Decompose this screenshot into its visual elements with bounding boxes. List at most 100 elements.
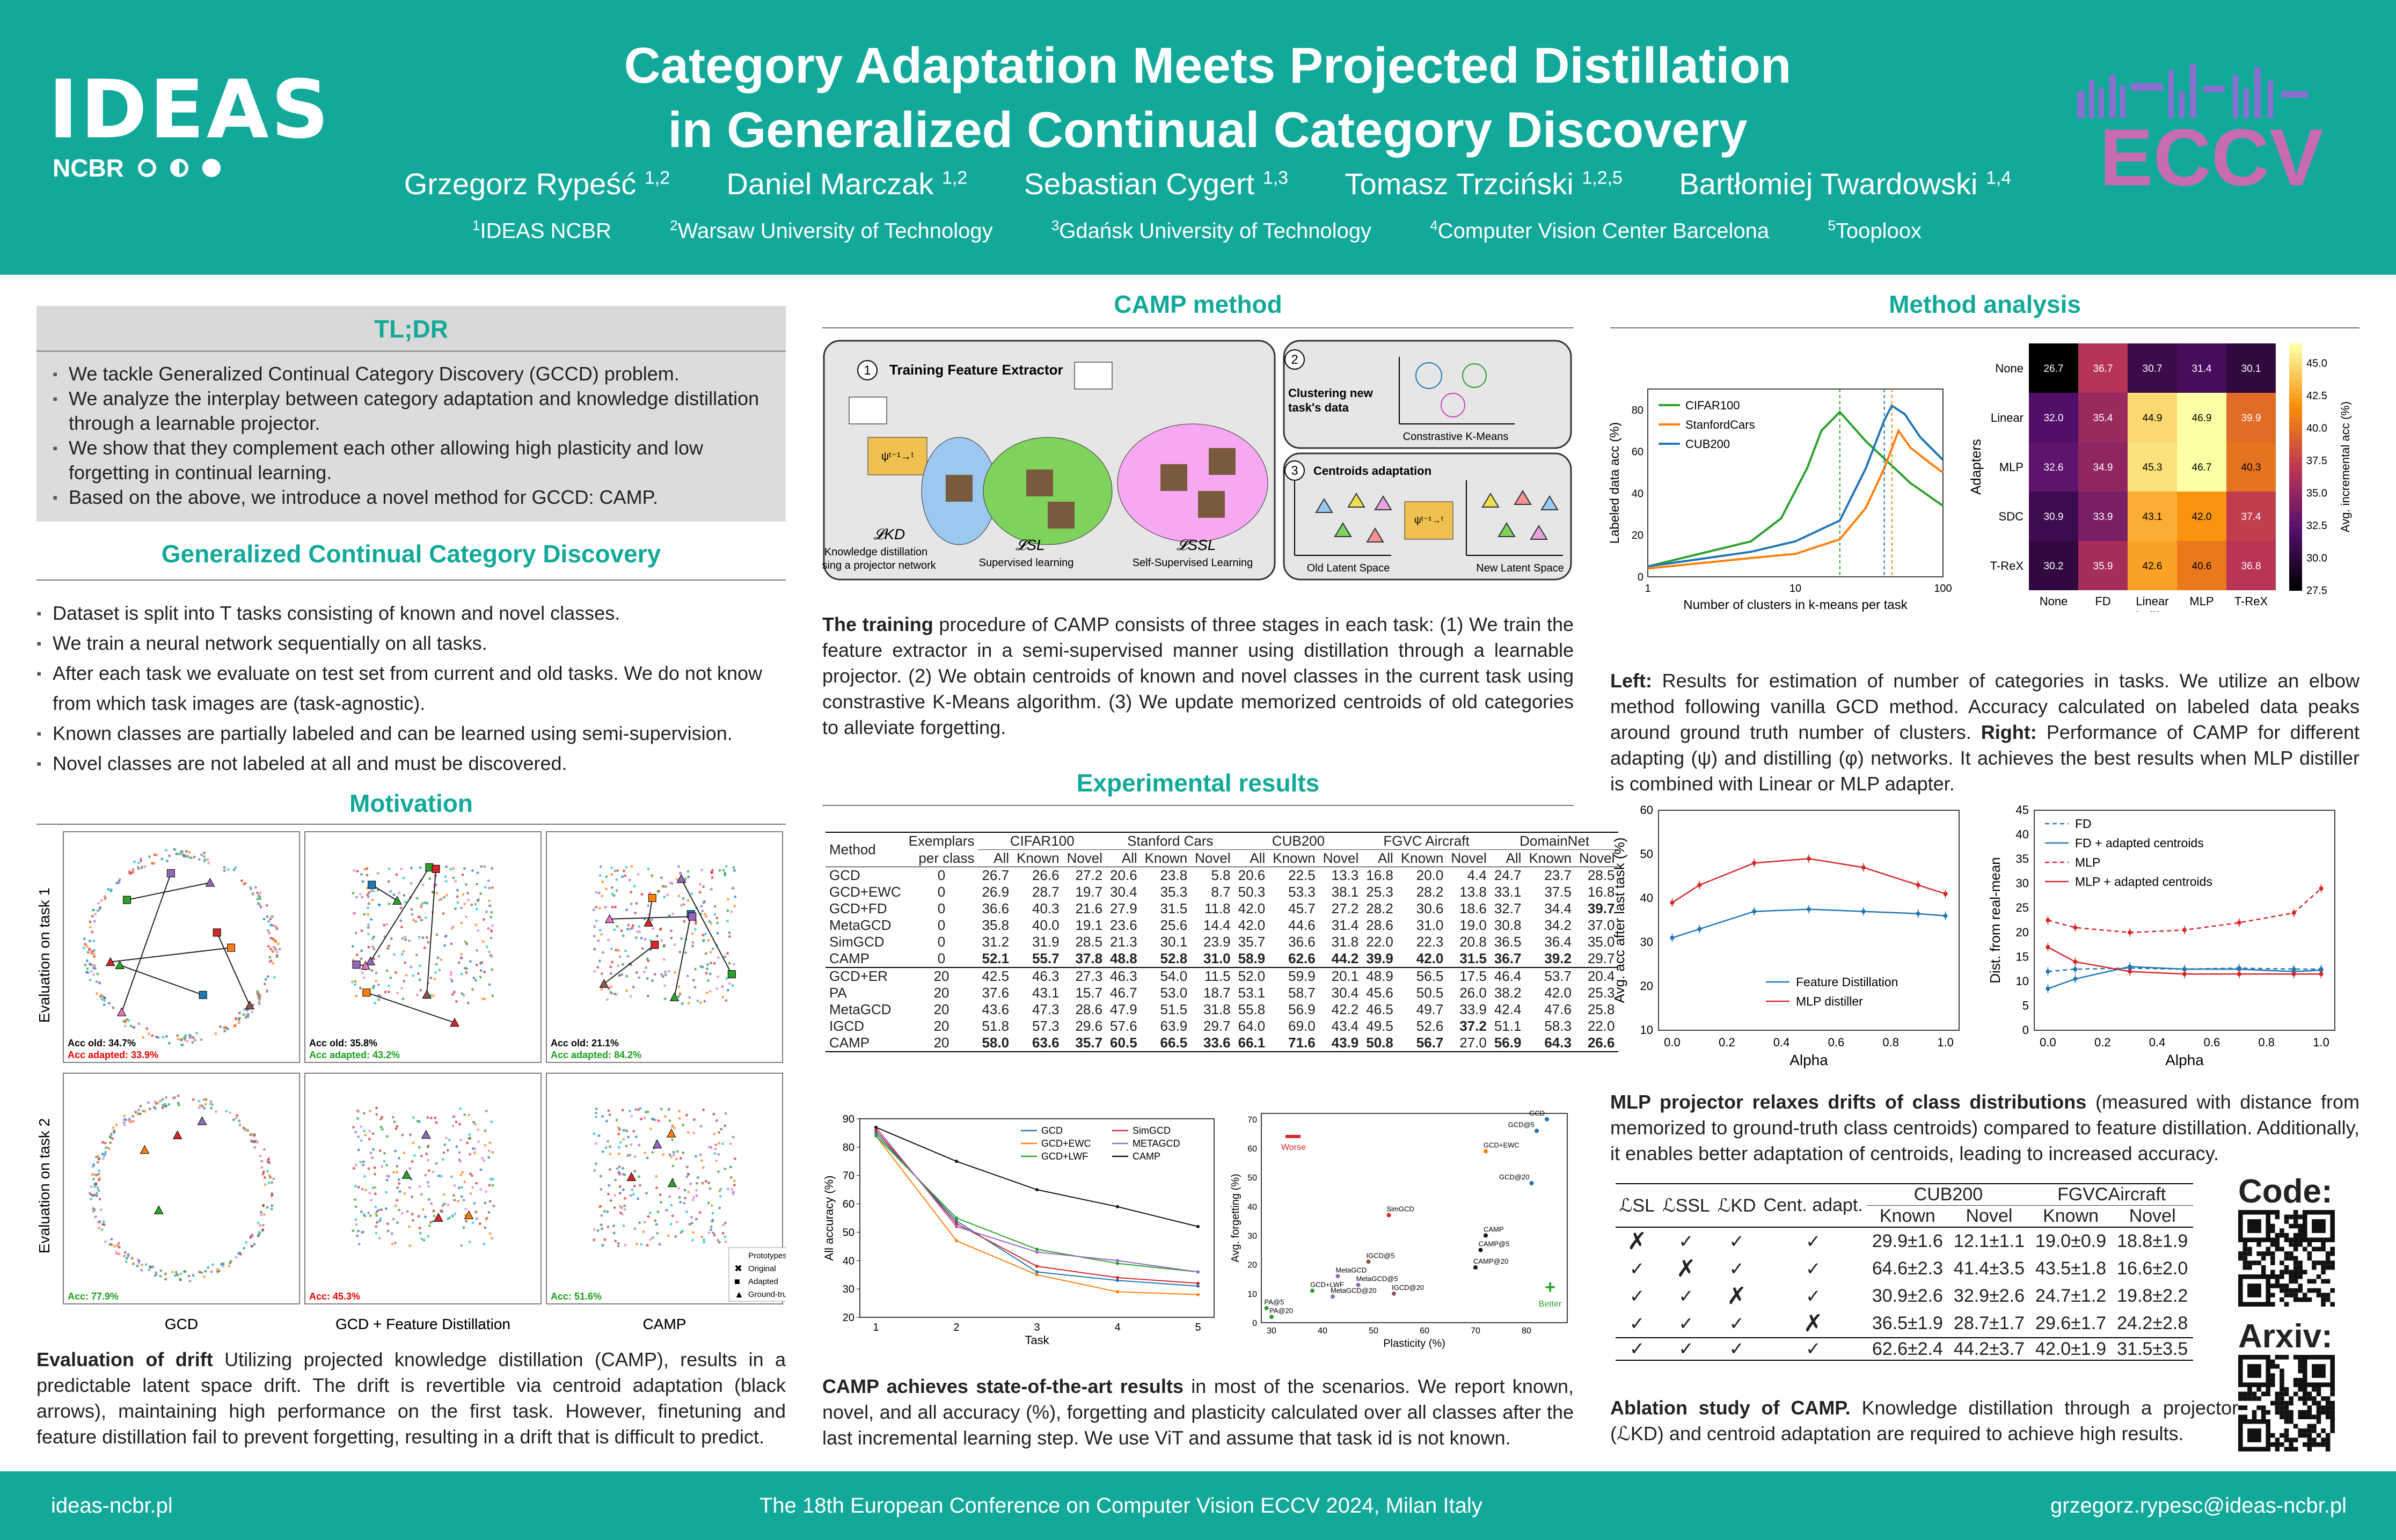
qr-module [2321, 1242, 2326, 1247]
latent-point [259, 1213, 262, 1216]
latent-point [148, 1108, 151, 1111]
latent-point [96, 972, 99, 976]
latent-point [672, 1150, 675, 1154]
latent-point [489, 954, 492, 957]
colorbar-segment [2289, 472, 2302, 478]
latent-point [99, 1208, 103, 1212]
latent-point [203, 851, 206, 854]
qr-module [2275, 1274, 2280, 1279]
colorbar-tick: 35.0 [2306, 487, 2327, 499]
latent-point [164, 1096, 167, 1099]
y-tick-label: 80 [1632, 405, 1643, 416]
qr-module [2293, 1438, 2298, 1442]
latent-point [453, 1199, 456, 1202]
qr-module [2298, 1364, 2303, 1369]
latent-point [155, 853, 158, 856]
qr-module [2293, 1382, 2298, 1387]
latent-point [683, 1189, 686, 1192]
latent-point [678, 950, 682, 954]
latent-point [271, 1192, 274, 1196]
latent-point [638, 976, 641, 979]
adaptation-arrow [681, 878, 733, 975]
colorbar-segment [2289, 427, 2302, 433]
latent-point [411, 1160, 414, 1163]
latent-point [457, 1200, 460, 1203]
stage2-box [1283, 340, 1572, 449]
latent-point [649, 1127, 652, 1131]
value-cell: 30.8 [1494, 917, 1522, 933]
latent-point [642, 1230, 645, 1233]
arxiv-qr-icon[interactable] [2238, 1355, 2335, 1451]
qr-module [2316, 1410, 2321, 1415]
latent-point [251, 1140, 254, 1143]
latent-point [269, 948, 273, 951]
qr-module [2284, 1391, 2289, 1397]
value-cell: 69.0 [1288, 1018, 1316, 1034]
qr-finder-center [2247, 1219, 2261, 1233]
logo-main-text: IDEAS [48, 63, 331, 157]
latent-point [367, 913, 370, 916]
qr-module [2330, 1246, 2335, 1252]
latent-point [669, 881, 672, 884]
footer-email-link[interactable]: grzegorz.rypesc@ideas-ncbr.pl [2050, 1494, 2347, 1517]
qr-module [2256, 1387, 2261, 1392]
scatter-point [1310, 1288, 1314, 1293]
y-tick-label: 30 [1247, 1232, 1257, 1241]
latent-point [153, 853, 156, 856]
colorbar-segment [2289, 560, 2302, 566]
cell-value: 30.2 [2044, 561, 2064, 572]
x-tick-label: 0.8 [2258, 1036, 2275, 1049]
caption-left-bold: Left: [1610, 670, 1652, 692]
latent-point [668, 970, 671, 973]
code-qr-icon[interactable] [2238, 1210, 2335, 1307]
logo-half-circle-icon [170, 159, 188, 177]
latent-point [426, 1116, 429, 1119]
y-tick-label: 70 [843, 1170, 854, 1182]
latent-point [369, 1152, 372, 1155]
latent-point [484, 1190, 487, 1193]
latent-point [713, 1132, 716, 1135]
heatmap-cell [2128, 442, 2177, 492]
colorbar-segment [2289, 358, 2302, 364]
cell-value: 32.0 [2044, 413, 2064, 424]
x-tick-label: 0.0 [1664, 1036, 1681, 1049]
latent-point [474, 979, 477, 982]
latent-point [188, 1033, 191, 1037]
latent-point [464, 940, 467, 943]
qr-module [2298, 1428, 2303, 1433]
latent-point [127, 1255, 130, 1258]
footer-website-link[interactable]: ideas-ncbr.pl [51, 1494, 173, 1517]
latent-point [122, 1121, 126, 1124]
latent-point [687, 1190, 690, 1193]
ablation-value: 43.5±1.8 [2035, 1258, 2107, 1279]
latent-point [373, 1172, 376, 1176]
sub-header: Novel [1451, 850, 1487, 866]
latent-point [643, 1221, 646, 1224]
qr-module [2284, 1405, 2289, 1410]
latent-point [645, 966, 648, 970]
qr-module [2307, 1391, 2312, 1397]
latent-point [210, 1270, 213, 1273]
latent-point [686, 1172, 690, 1176]
latent-point [423, 946, 426, 949]
latent-point [395, 971, 398, 974]
latent-point [485, 911, 488, 914]
qr-module [2298, 1233, 2303, 1238]
latent-point [370, 1199, 373, 1202]
row-label: None [1995, 362, 2024, 375]
gt-prototype-icon [421, 1130, 431, 1139]
latent-point [709, 962, 712, 965]
latent-point [670, 1155, 673, 1158]
qr-module [2298, 1260, 2303, 1265]
heatmap-cell [2226, 492, 2276, 541]
latent-point [90, 952, 93, 955]
latent-point [378, 1236, 381, 1240]
svg-text:𝓛KD: 𝓛KD [873, 526, 905, 542]
latent-point [445, 865, 448, 868]
ablation-mark: ✓ [1805, 1339, 1821, 1359]
latent-point [356, 1234, 359, 1237]
latent-point [730, 910, 733, 913]
latent-point [664, 973, 667, 977]
latent-point [614, 1240, 617, 1243]
adaptation-arrow [216, 932, 251, 1006]
